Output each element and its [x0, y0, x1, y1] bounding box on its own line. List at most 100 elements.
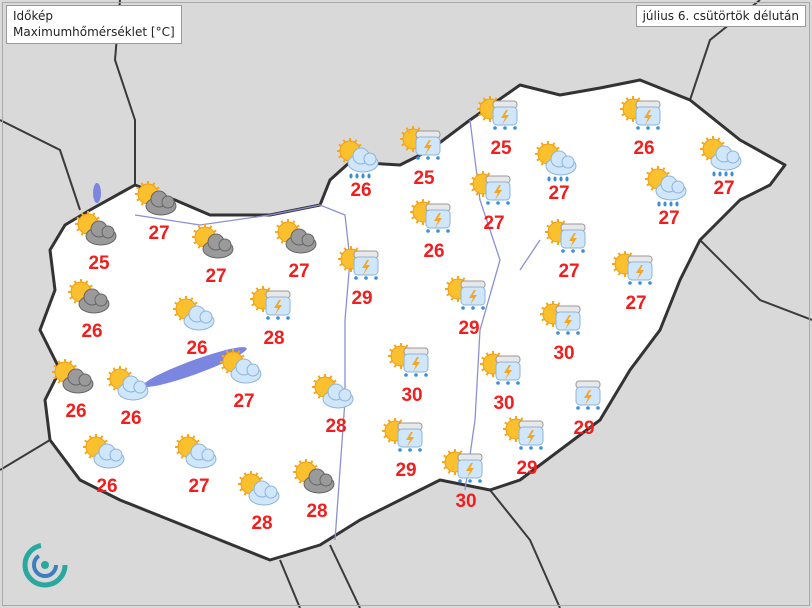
station-6[interactable]: 27	[700, 136, 742, 199]
sun-thunder-icon	[503, 416, 544, 450]
station-15[interactable]: 30	[388, 343, 429, 406]
sun-cloud-icon	[107, 366, 149, 401]
temperature-label: 27	[658, 208, 679, 229]
station-20[interactable]: 30	[442, 449, 483, 512]
station-21[interactable]: 27	[135, 181, 177, 244]
temperature-label: 28	[306, 501, 327, 522]
sun-thunder-icon	[250, 286, 291, 320]
station-2[interactable]: 25	[400, 126, 441, 189]
station-19[interactable]: 29	[503, 416, 544, 479]
station-18[interactable]: 29	[382, 418, 423, 481]
temperature-label: 30	[553, 343, 574, 364]
temperature-label: 26	[186, 338, 207, 359]
temperature-label: 28	[325, 416, 346, 437]
temperature-label: 27	[233, 391, 254, 412]
sun-part	[535, 141, 561, 167]
station-27[interactable]: 26	[173, 296, 215, 359]
temperature-label: 25	[88, 253, 110, 274]
station-12[interactable]: 29	[338, 246, 379, 309]
station-3[interactable]: 25	[477, 96, 518, 159]
station-17[interactable]: 29	[573, 380, 601, 439]
sun-dark-cloud-icon	[68, 279, 110, 314]
brand-name: Időkép	[13, 9, 54, 23]
sun-thunder-icon	[410, 199, 451, 233]
sun-dark-cloud-icon	[293, 459, 335, 494]
temperature-label: 27	[625, 293, 646, 314]
station-1[interactable]: 26	[337, 138, 379, 201]
temperature-label: 26	[350, 180, 371, 201]
temperature-label: 27	[188, 476, 209, 497]
sun-thunder-icon	[382, 418, 423, 452]
station-32[interactable]: 26	[83, 434, 125, 497]
station-28[interactable]: 27	[220, 349, 262, 412]
station-29[interactable]: 26	[52, 359, 94, 422]
temperature-label: 27	[548, 183, 569, 204]
station-10[interactable]: 27	[545, 219, 586, 282]
legend-box: Időkép Maximumhőmérséklet [°C]	[6, 5, 182, 44]
station-34[interactable]: 28	[238, 471, 280, 534]
temperature-label: 27	[713, 178, 734, 199]
lake-balaton	[143, 347, 247, 387]
sun-cloud-icon	[220, 349, 262, 384]
thunder-rain-icon	[575, 380, 601, 410]
temperature-label: 29	[458, 318, 479, 339]
station-22[interactable]: 25	[75, 211, 117, 274]
sun-dark-cloud-icon	[75, 211, 117, 246]
station-30[interactable]: 26	[107, 366, 149, 429]
station-31[interactable]: 28	[312, 374, 354, 437]
station-layer: 26 25 25 26 27 27 27 27 26 27 27 29 29 30 30 30 29 29 29 30…	[52, 96, 742, 534]
temperature-label: 27	[148, 223, 169, 244]
sun-cloud-icon	[175, 434, 217, 469]
sun-thunder-icon	[470, 171, 511, 205]
sun-thunder-icon	[400, 126, 441, 160]
temperature-label: 25	[490, 138, 512, 159]
hungary-country-shape	[38, 78, 787, 562]
sun-rain-icon	[700, 136, 742, 177]
station-33[interactable]: 27	[175, 434, 217, 497]
temperature-label: 27	[205, 266, 226, 287]
temperature-label: 29	[573, 418, 594, 439]
temperature-label: 28	[251, 513, 272, 534]
legend-title: Maximumhőmérséklet [°C]	[13, 25, 175, 39]
station-23[interactable]: 27	[192, 224, 234, 287]
sun-dark-cloud-icon	[52, 359, 94, 394]
sun-thunder-icon	[545, 219, 586, 253]
temperature-label: 30	[493, 393, 514, 414]
sun-dark-cloud-icon	[192, 224, 234, 259]
temperature-label: 28	[263, 328, 284, 349]
temperature-label: 27	[558, 261, 579, 282]
sun-thunder-icon	[480, 351, 521, 385]
sun-thunder-icon	[388, 343, 429, 377]
temperature-label: 27	[288, 261, 309, 282]
station-9[interactable]: 26	[410, 199, 451, 262]
station-5[interactable]: 27	[535, 141, 577, 204]
station-14[interactable]: 30	[540, 301, 581, 364]
temperature-label: 30	[455, 491, 476, 512]
sun-rain-icon	[337, 138, 379, 179]
sun-thunder-icon	[442, 449, 483, 483]
temperature-label: 27	[483, 213, 504, 234]
station-7[interactable]: 27	[645, 166, 687, 229]
station-13[interactable]: 29	[445, 276, 486, 339]
sun-thunder-icon	[540, 301, 581, 335]
temperature-label: 29	[351, 288, 372, 309]
station-8[interactable]: 27	[470, 171, 511, 234]
station-26[interactable]: 26	[68, 279, 110, 342]
station-24[interactable]: 27	[275, 219, 317, 282]
temperature-label: 29	[395, 460, 416, 481]
temperature-label: 25	[413, 168, 435, 189]
station-25[interactable]: 28	[250, 286, 291, 349]
sun-rain-icon	[645, 166, 687, 207]
station-4[interactable]: 26	[620, 96, 661, 159]
temperature-label: 26	[633, 138, 654, 159]
station-16[interactable]: 30	[480, 351, 521, 414]
temperature-label: 30	[401, 385, 422, 406]
temperature-label: 26	[65, 401, 86, 422]
station-35[interactable]: 28	[293, 459, 335, 522]
sun-cloud-icon	[83, 434, 125, 469]
station-11[interactable]: 27	[612, 251, 653, 314]
lake-ferto	[93, 183, 101, 203]
temperature-label: 29	[516, 458, 537, 479]
date-label[interactable]: július 6. csütörtök délután	[635, 5, 806, 27]
